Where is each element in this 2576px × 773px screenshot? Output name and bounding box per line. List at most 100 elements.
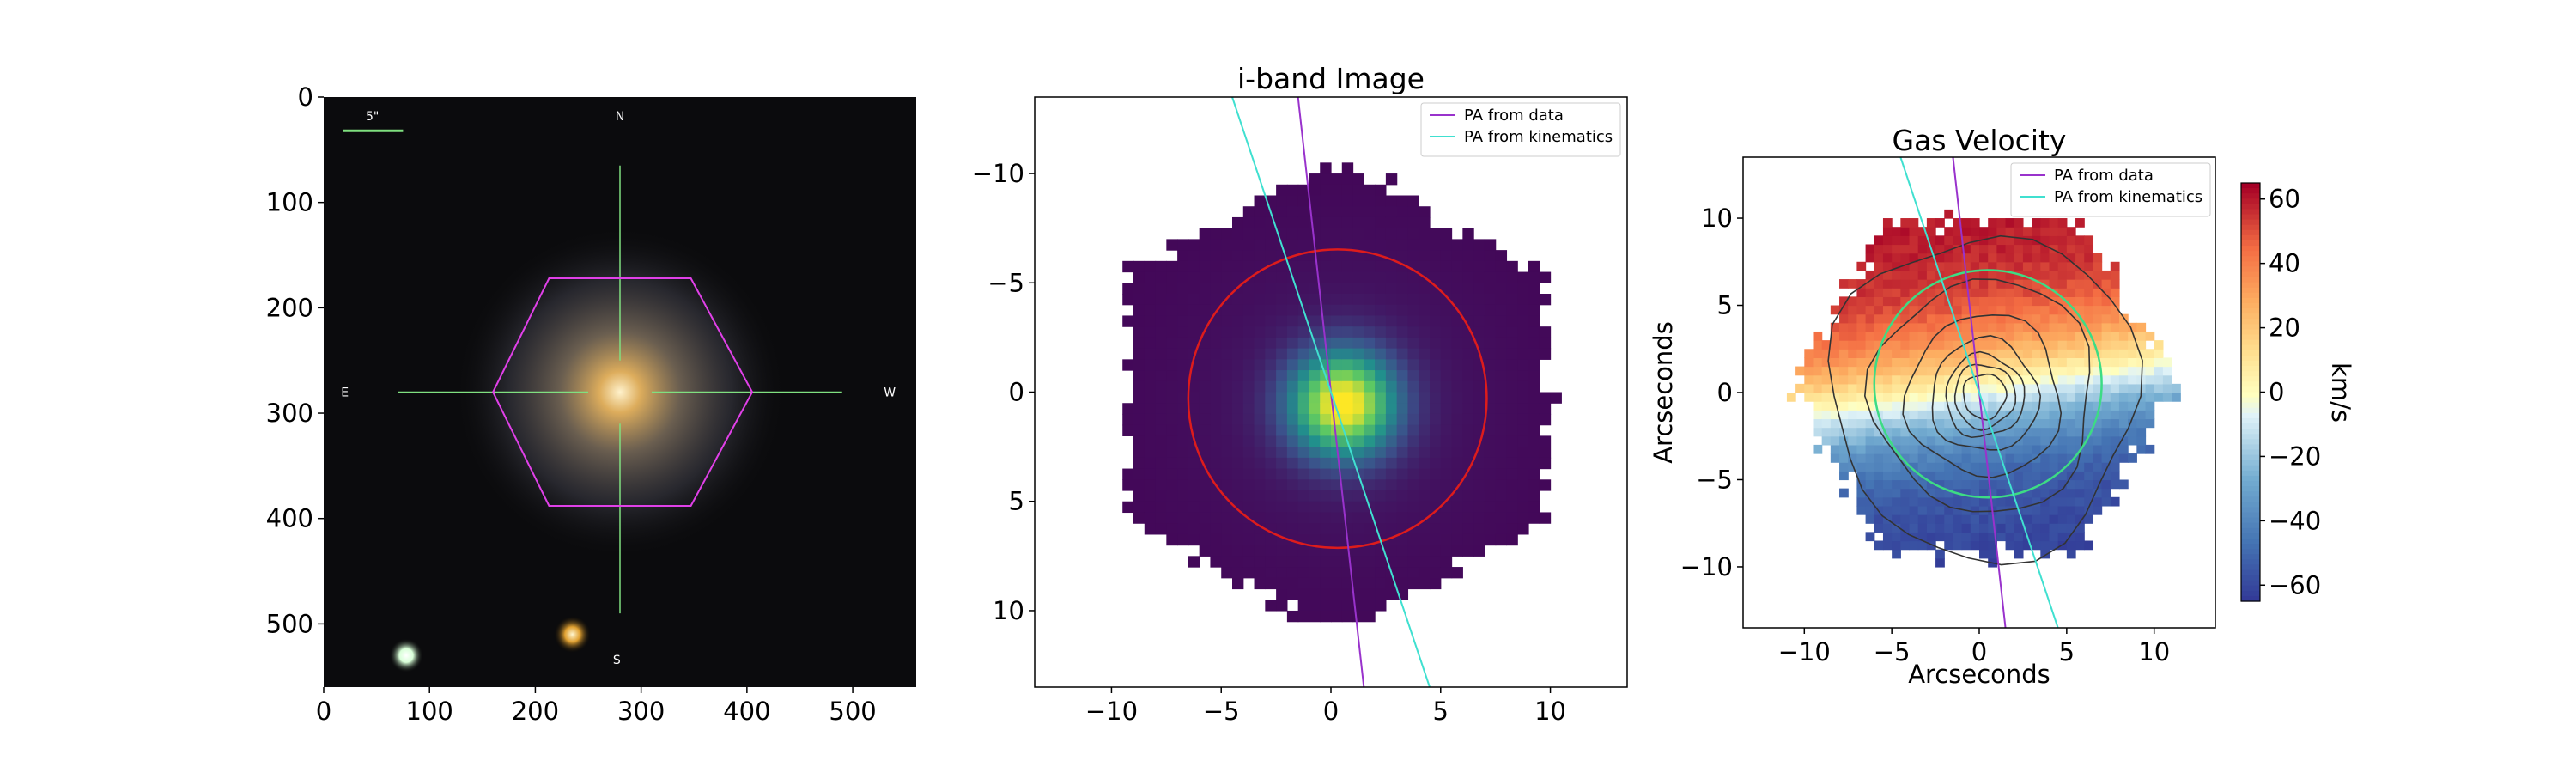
pixel — [1944, 479, 1954, 490]
pixel — [1813, 331, 1823, 341]
pixel — [1364, 523, 1376, 535]
pixel — [1396, 457, 1409, 470]
pixel — [1944, 349, 1954, 359]
colorbar-segment — [2241, 261, 2260, 267]
pixel — [1385, 228, 1398, 240]
pixel — [1988, 453, 1997, 463]
pixel — [1242, 447, 1255, 459]
pixel — [2118, 383, 2129, 393]
pixel — [2040, 296, 2050, 307]
pixel — [1944, 322, 1954, 332]
pixel — [1892, 227, 1901, 236]
pixel — [2075, 331, 2085, 341]
pixel — [1813, 401, 1823, 411]
pixel — [2128, 453, 2137, 463]
pixel — [1210, 556, 1222, 568]
pixel — [2066, 244, 2076, 254]
pixel — [2022, 496, 2032, 507]
pixel — [1848, 383, 1858, 393]
pixel — [1144, 348, 1157, 360]
pixel — [1396, 326, 1409, 338]
pixel — [2101, 496, 2111, 507]
pixel — [1979, 383, 1989, 393]
pixel — [1430, 403, 1442, 415]
pixel — [2101, 270, 2111, 280]
pixel — [1495, 447, 1508, 459]
pixel — [1961, 479, 1971, 490]
pixel — [1210, 337, 1222, 350]
pixel — [1144, 523, 1157, 535]
pixel — [1364, 337, 1376, 350]
pixel — [1385, 501, 1398, 514]
pixel — [2066, 227, 2076, 236]
pixel — [1133, 392, 1145, 404]
pixel — [2005, 453, 2015, 463]
pixel — [1309, 545, 1321, 557]
colorbar-segment — [2241, 575, 2260, 581]
pixel — [1407, 206, 1419, 218]
pixel — [1979, 488, 1989, 498]
pixel — [1144, 457, 1157, 470]
pixel — [1944, 453, 1954, 463]
pixel — [1297, 490, 1310, 502]
pixel — [2075, 393, 2085, 402]
pixel — [2128, 322, 2137, 332]
pixel — [1122, 468, 1134, 480]
pixel — [2075, 270, 2085, 280]
pixel — [1506, 490, 1518, 502]
pixel — [1276, 294, 1288, 306]
pixel — [1988, 479, 1997, 490]
pixel — [1926, 523, 1936, 533]
pixel — [1144, 512, 1157, 524]
colorbar-segment — [2241, 595, 2260, 602]
pixel — [1996, 488, 2007, 498]
pixel — [2066, 393, 2076, 402]
pixel — [1286, 337, 1299, 350]
pixel — [1926, 435, 1936, 446]
pixel — [1539, 457, 1552, 470]
flux-contours — [1827, 234, 2143, 566]
pixel — [1375, 294, 1387, 306]
pixel — [1856, 453, 1867, 463]
pixel — [1276, 283, 1288, 295]
pixel — [1944, 244, 1954, 254]
pixel — [1309, 216, 1321, 229]
pixel — [1953, 410, 1963, 420]
pixel — [1830, 357, 1840, 368]
pixel — [1221, 250, 1233, 262]
pixel — [1970, 479, 1980, 490]
pixel — [1506, 512, 1518, 524]
pixel — [1341, 326, 1354, 338]
pixel — [1495, 250, 1508, 262]
pixel — [2022, 235, 2032, 246]
pixel — [1451, 250, 1463, 262]
pixel — [1375, 315, 1387, 327]
pixel — [1352, 216, 1364, 229]
pixel — [1926, 218, 1936, 228]
pixel — [1451, 348, 1463, 360]
pixel — [2022, 523, 2032, 533]
legend-box — [1420, 102, 1621, 157]
pixel — [2057, 523, 2068, 533]
pixel — [1996, 235, 2007, 246]
pixel — [2014, 479, 2024, 490]
pixel — [1242, 294, 1255, 306]
pixel — [1892, 270, 1901, 280]
pixel — [1199, 533, 1212, 546]
pixel — [1996, 374, 2007, 385]
pixel — [1242, 424, 1255, 436]
pixel — [1484, 512, 1497, 524]
pixel — [1166, 392, 1178, 404]
pixel — [1874, 435, 1884, 446]
pixel — [2022, 261, 2032, 271]
pixel — [1473, 370, 1485, 382]
pixel — [1874, 279, 1884, 289]
pixel — [1988, 305, 1997, 315]
pixel — [1874, 305, 1884, 315]
pixel — [1506, 479, 1518, 491]
pixel — [1988, 496, 1997, 507]
pixel — [2101, 453, 2111, 463]
pixel — [1874, 479, 1884, 490]
pixel — [1276, 468, 1288, 480]
pixel — [1856, 366, 1867, 376]
